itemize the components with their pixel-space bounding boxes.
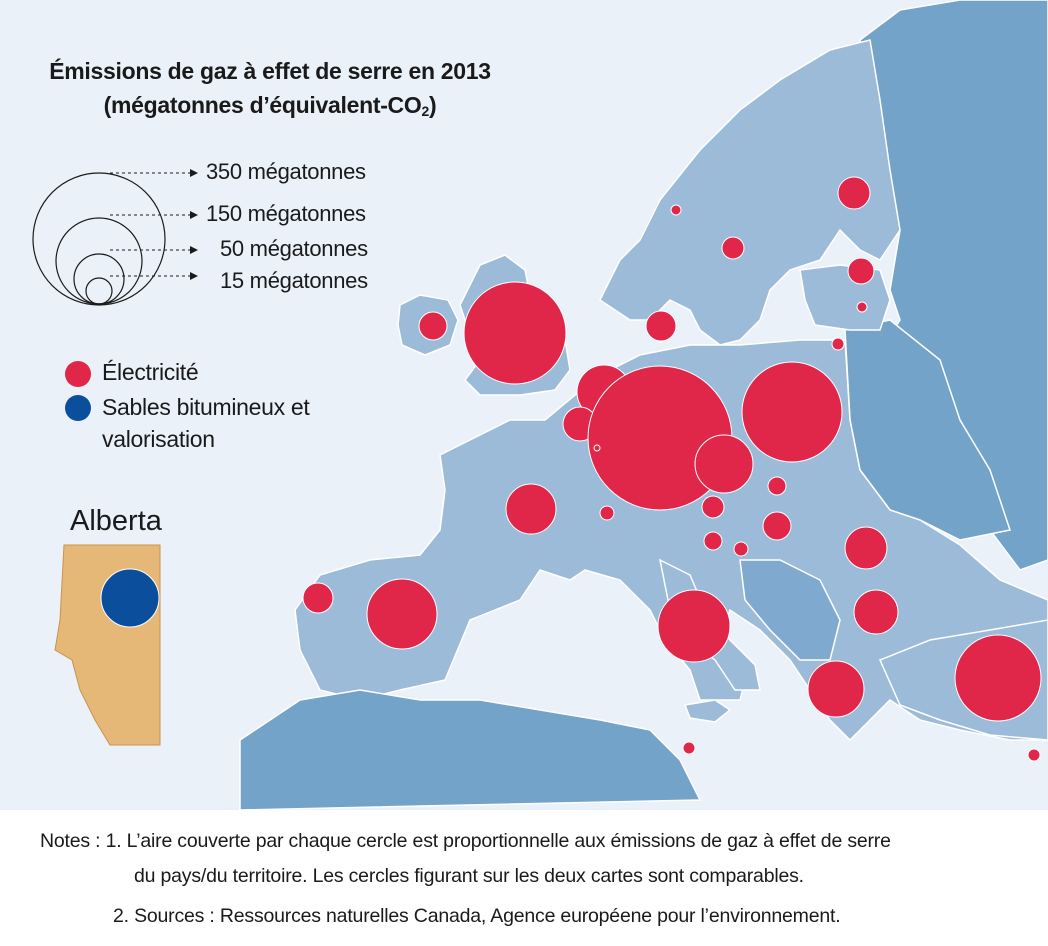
alberta-label: Alberta xyxy=(70,505,162,537)
north-africa-land xyxy=(239,689,702,811)
oilsands-legend-dot xyxy=(65,395,91,421)
bubble-hungary xyxy=(762,511,792,541)
oilsands-legend-label-line2: valorisation xyxy=(102,426,215,452)
electricity-legend-dot xyxy=(65,361,91,387)
bubble-poland xyxy=(741,361,843,463)
bubble-spain xyxy=(366,578,438,650)
scale-legend-circles xyxy=(32,172,166,306)
bubble-denmark xyxy=(645,310,677,342)
title-line2-main: (mégatonnes d’équivalent-CO xyxy=(103,92,422,118)
scale-label-150: 150 mégatonnes xyxy=(206,201,366,226)
bubble-luxembourg xyxy=(593,444,601,452)
bubble-ireland xyxy=(418,311,448,341)
bubble-bulgaria xyxy=(853,589,899,635)
notes-line1: Notes : 1. L’aire couverte par chaque ce… xyxy=(40,830,891,852)
bubble-latvia xyxy=(856,301,868,313)
bubble-italy xyxy=(657,589,731,663)
bubble-switzerland xyxy=(599,505,615,521)
scale-label-15: 15 mégatonnes xyxy=(220,268,368,293)
bubble-estonia xyxy=(847,257,875,285)
electricity-legend-label: Électricité xyxy=(102,359,199,385)
scale-label-50: 50 mégatonnes xyxy=(220,236,368,261)
bubble-portugal xyxy=(302,582,334,614)
bubble-uk xyxy=(463,281,567,385)
bubble-france xyxy=(505,483,557,535)
scale-label-350: 350 mégatonnes xyxy=(206,159,366,184)
baltic-land xyxy=(799,264,891,331)
oilsands-legend-label-line1: Sables bitumineux et xyxy=(102,394,310,420)
scandinavia-land xyxy=(599,39,901,346)
bubble-austria xyxy=(701,495,725,519)
bubble-sweden xyxy=(721,236,745,260)
bubble-greece xyxy=(807,660,865,718)
bubble-croatia xyxy=(733,541,749,557)
bubble-slovakia xyxy=(767,476,787,496)
sicily-land xyxy=(683,699,732,723)
scale-legend-leaders xyxy=(110,169,198,280)
map-title-line1: Émissions de gaz à effet de serre en 201… xyxy=(49,58,491,84)
arrow-150 xyxy=(190,211,198,219)
arrow-15 xyxy=(190,272,198,280)
alberta-oilsands-bubble xyxy=(100,568,160,628)
bubble-slovenia xyxy=(703,531,723,551)
bubble-romania xyxy=(844,526,888,570)
notes-line3: 2. Sources : Ressources naturelles Canad… xyxy=(113,905,841,927)
arrow-50 xyxy=(190,246,198,254)
bubble-malta xyxy=(682,741,696,755)
title-line2-end: ) xyxy=(428,92,437,118)
notes-panel: Notes : 1. L’aire couverte par chaque ce… xyxy=(0,810,1048,946)
notes-line2: du pays/du territoire. Les cercles figur… xyxy=(134,865,804,887)
bubble-finland xyxy=(837,176,871,210)
bubble-czechia xyxy=(694,434,754,494)
title-line2-subscript: 2 xyxy=(421,103,429,119)
bubble-lithuania xyxy=(831,337,845,351)
bubble-turkey xyxy=(954,634,1042,722)
bubble-cyprus xyxy=(1027,748,1041,762)
scale-circle-350 xyxy=(32,172,166,306)
map-title-line2: (mégatonnes d’équivalent-CO2) xyxy=(0,92,540,119)
scale-circle-15 xyxy=(85,277,113,305)
arrow-350 xyxy=(190,169,198,177)
bubble-norway xyxy=(670,204,682,216)
balkans-region xyxy=(739,559,841,661)
electricity-bubbles xyxy=(302,176,1042,762)
